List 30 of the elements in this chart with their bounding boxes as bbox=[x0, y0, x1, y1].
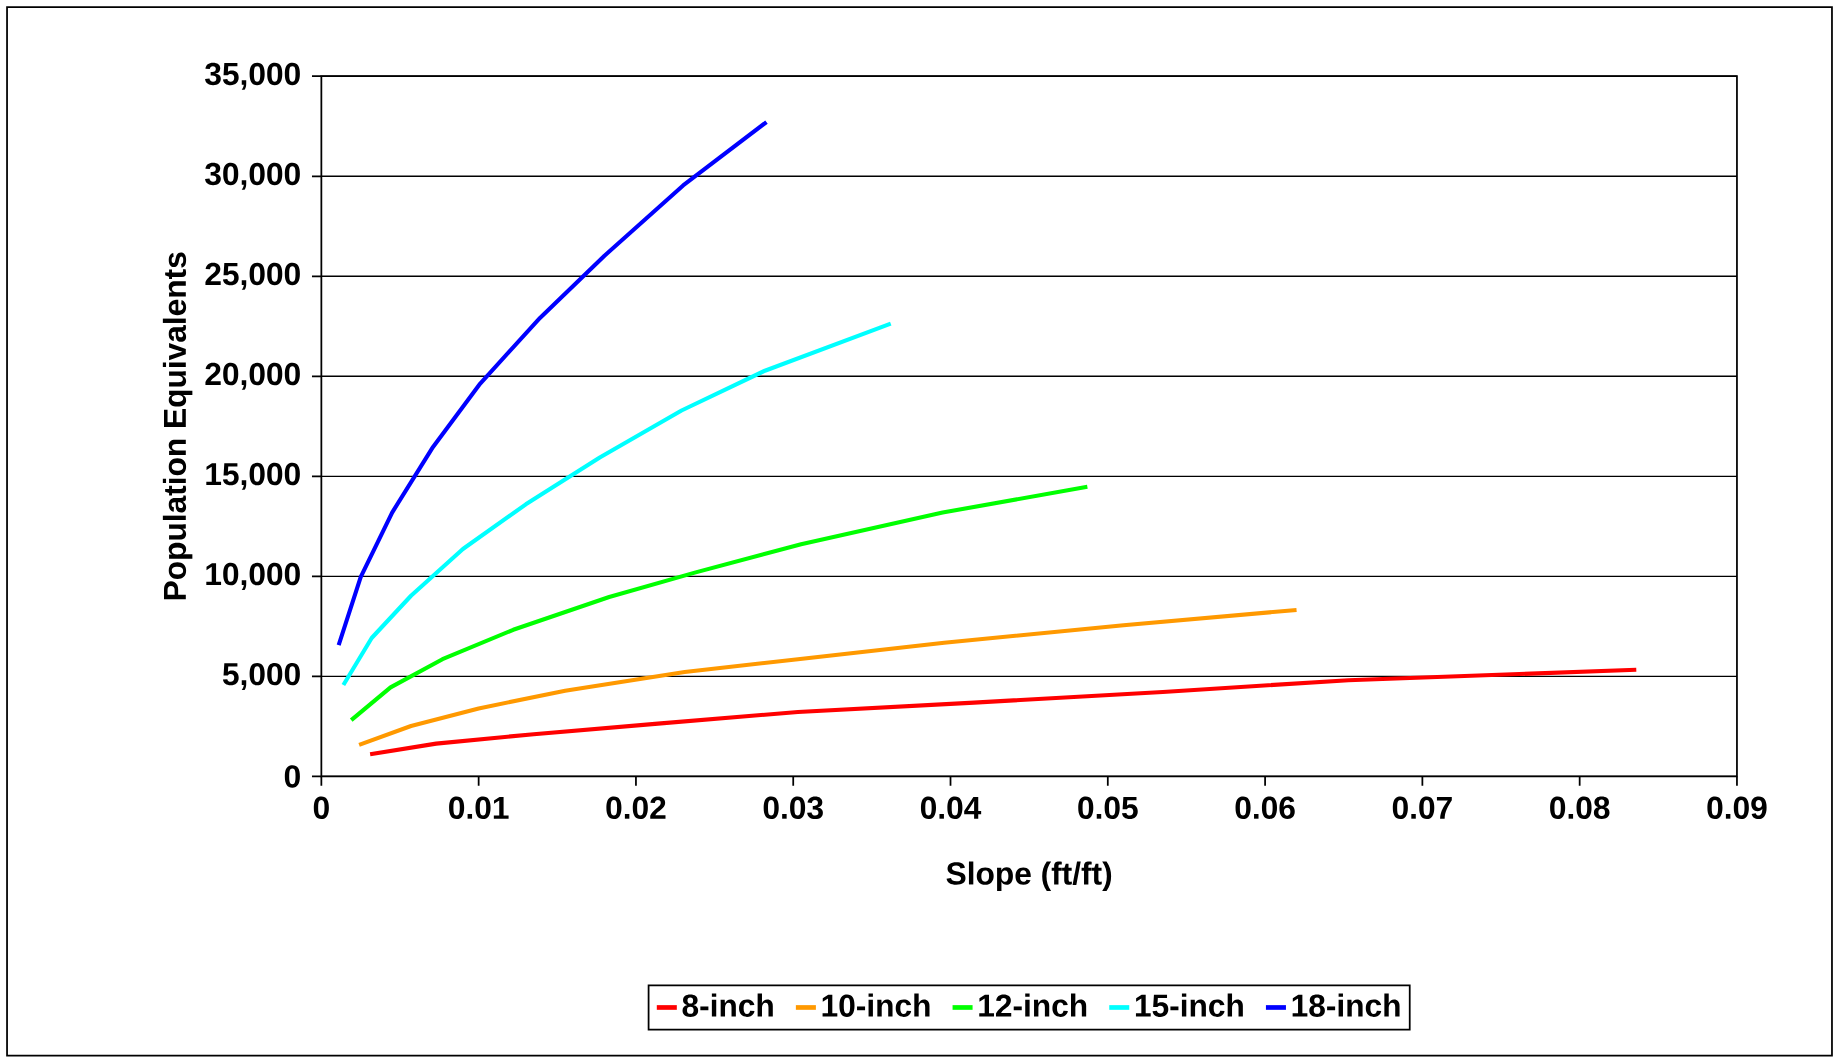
x-tick-label: 0 bbox=[313, 796, 329, 820]
x-tick-label: 0.09 bbox=[1707, 796, 1767, 820]
line-series bbox=[349, 484, 1090, 723]
line-series bbox=[368, 667, 1639, 757]
y-tick-label: 0 bbox=[284, 765, 300, 788]
y-tick-label: 35,000 bbox=[205, 62, 300, 90]
x-tick-label: 0.05 bbox=[1078, 796, 1138, 820]
y-tick-label: 10,000 bbox=[206, 563, 300, 591]
x-tick-label: 0.08 bbox=[1550, 796, 1610, 820]
y-tick-label: 25,000 bbox=[205, 262, 300, 291]
line-series bbox=[341, 321, 893, 688]
x-axis-title: Slope (ft/ft) bbox=[946, 861, 1112, 892]
y-tick-label: 20,000 bbox=[205, 363, 300, 391]
y-tick-label: 5,000 bbox=[222, 663, 300, 691]
line-series bbox=[357, 608, 1299, 748]
x-tick-label: 0.07 bbox=[1392, 796, 1452, 820]
legend-label: 12-inch bbox=[979, 993, 1087, 1018]
y-tick-label: 30,000 bbox=[205, 162, 300, 190]
legend-label: 8-inch bbox=[682, 993, 773, 1018]
x-tick-label: 0.03 bbox=[763, 796, 823, 820]
x-tick-label: 0.01 bbox=[449, 796, 509, 820]
legend-label: 18-inch bbox=[1292, 993, 1400, 1018]
legend-label: 15-inch bbox=[1135, 993, 1243, 1018]
legend-label: 10-inch bbox=[822, 993, 930, 1018]
x-tick-label: 0.04 bbox=[920, 796, 982, 820]
y-tick-label: 15,000 bbox=[206, 463, 300, 491]
line-series bbox=[336, 120, 769, 648]
y-axis-title: Population Equivalents bbox=[162, 252, 193, 600]
x-tick-label: 0.02 bbox=[606, 796, 666, 820]
x-tick-label: 0.06 bbox=[1235, 796, 1295, 820]
